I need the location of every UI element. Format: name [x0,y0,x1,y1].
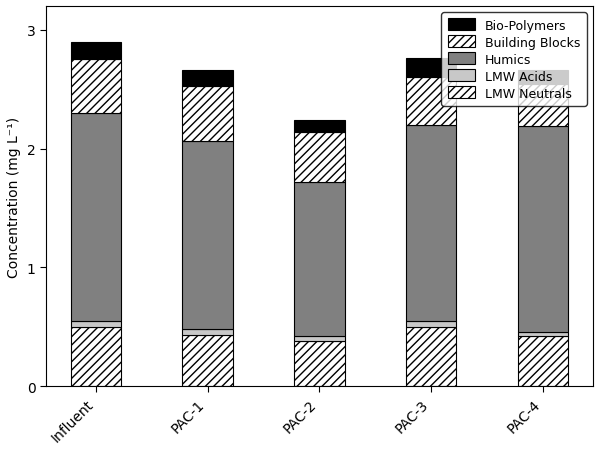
Bar [294,341,344,387]
Bar [294,182,344,336]
Bar [406,125,457,321]
Bar [294,121,344,133]
Bar [518,332,568,336]
Bar [71,327,121,387]
Bar [406,321,457,327]
Bar [71,321,121,327]
Bar [71,42,121,60]
Bar [518,127,568,332]
Bar [182,329,233,336]
Bar [294,133,344,182]
Bar [182,336,233,387]
Legend: Bio-Polymers, Building Blocks, Humics, LMW Acids, LMW Neutrals: Bio-Polymers, Building Blocks, Humics, L… [442,13,587,107]
Bar [294,336,344,341]
Bar [406,59,457,78]
Bar [71,114,121,321]
Bar [182,142,233,329]
Bar [518,336,568,387]
Y-axis label: Concentration (mg L⁻¹): Concentration (mg L⁻¹) [7,116,21,277]
Bar [182,86,233,142]
Bar [518,71,568,85]
Bar [406,327,457,387]
Bar [182,71,233,86]
Bar [406,78,457,125]
Bar [71,60,121,114]
Bar [518,85,568,127]
